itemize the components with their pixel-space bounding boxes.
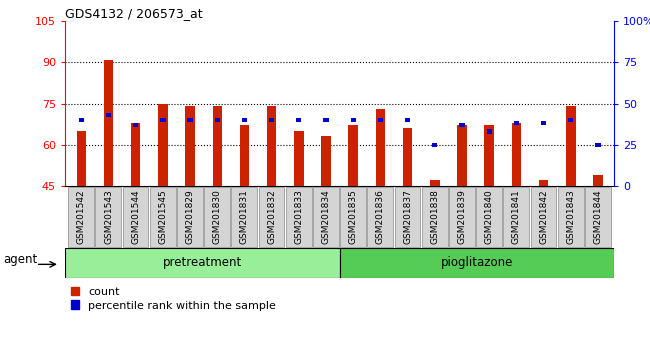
FancyBboxPatch shape <box>340 187 366 247</box>
Bar <box>77 131 86 186</box>
FancyBboxPatch shape <box>96 187 122 247</box>
Bar <box>432 143 437 147</box>
Bar <box>324 118 329 122</box>
FancyBboxPatch shape <box>503 187 529 247</box>
Bar <box>294 131 304 186</box>
Bar <box>269 118 274 122</box>
Text: GSM201839: GSM201839 <box>458 189 467 244</box>
Legend: count, percentile rank within the sample: count, percentile rank within the sample <box>71 287 276 310</box>
FancyBboxPatch shape <box>476 187 502 247</box>
FancyBboxPatch shape <box>286 187 311 247</box>
FancyBboxPatch shape <box>68 187 94 247</box>
Bar <box>595 143 601 147</box>
FancyBboxPatch shape <box>177 187 203 247</box>
Bar <box>484 126 494 186</box>
Text: GSM201829: GSM201829 <box>186 189 194 244</box>
Bar <box>514 121 519 125</box>
Text: GSM201836: GSM201836 <box>376 189 385 244</box>
FancyBboxPatch shape <box>65 248 339 278</box>
Bar <box>512 123 521 186</box>
Text: GSM201840: GSM201840 <box>485 189 493 244</box>
Bar <box>460 123 465 127</box>
Bar <box>593 175 603 186</box>
Text: GSM201833: GSM201833 <box>294 189 304 244</box>
FancyBboxPatch shape <box>339 248 614 278</box>
Bar <box>405 118 410 122</box>
Text: GDS4132 / 206573_at: GDS4132 / 206573_at <box>65 7 203 20</box>
FancyBboxPatch shape <box>150 187 176 247</box>
FancyBboxPatch shape <box>395 187 421 247</box>
Text: GSM201841: GSM201841 <box>512 189 521 244</box>
Bar <box>539 181 549 186</box>
Bar <box>214 118 220 122</box>
Bar <box>350 118 356 122</box>
FancyBboxPatch shape <box>530 187 556 247</box>
Bar <box>240 126 249 186</box>
Bar <box>403 128 412 186</box>
Bar <box>79 118 84 122</box>
Bar <box>541 121 546 125</box>
Text: GSM201832: GSM201832 <box>267 189 276 244</box>
Bar <box>213 106 222 186</box>
FancyBboxPatch shape <box>558 187 584 247</box>
Bar <box>158 104 168 186</box>
Bar <box>106 113 111 117</box>
Bar <box>242 118 247 122</box>
Text: GSM201543: GSM201543 <box>104 189 113 244</box>
Text: GSM201844: GSM201844 <box>593 189 603 244</box>
Bar <box>267 106 276 186</box>
FancyBboxPatch shape <box>422 187 448 247</box>
Bar <box>131 123 140 186</box>
Bar <box>566 106 575 186</box>
Bar <box>161 118 166 122</box>
Bar <box>457 126 467 186</box>
Text: agent: agent <box>3 253 38 266</box>
Text: GSM201542: GSM201542 <box>77 189 86 244</box>
Bar <box>104 59 113 186</box>
FancyBboxPatch shape <box>367 187 393 247</box>
Text: GSM201834: GSM201834 <box>322 189 331 244</box>
FancyBboxPatch shape <box>259 187 285 247</box>
Bar <box>568 118 573 122</box>
Bar <box>321 136 331 186</box>
Text: pioglitazone: pioglitazone <box>441 256 513 269</box>
Text: pretreatment: pretreatment <box>162 256 242 269</box>
FancyBboxPatch shape <box>449 187 474 247</box>
FancyBboxPatch shape <box>231 187 257 247</box>
Text: GSM201842: GSM201842 <box>539 189 548 244</box>
Bar <box>187 118 192 122</box>
FancyBboxPatch shape <box>123 187 148 247</box>
Text: GSM201843: GSM201843 <box>566 189 575 244</box>
Bar <box>133 123 138 127</box>
Text: GSM201830: GSM201830 <box>213 189 222 244</box>
Text: GSM201545: GSM201545 <box>159 189 168 244</box>
Bar <box>430 181 439 186</box>
Bar <box>487 130 492 133</box>
Bar <box>296 118 302 122</box>
Text: GSM201544: GSM201544 <box>131 189 140 244</box>
FancyBboxPatch shape <box>313 187 339 247</box>
FancyBboxPatch shape <box>204 187 230 247</box>
Bar <box>376 109 385 186</box>
Text: GSM201835: GSM201835 <box>348 189 358 244</box>
Bar <box>348 126 358 186</box>
Text: GSM201838: GSM201838 <box>430 189 439 244</box>
FancyBboxPatch shape <box>585 187 611 247</box>
Bar <box>185 106 195 186</box>
Text: GSM201831: GSM201831 <box>240 189 249 244</box>
Text: GSM201837: GSM201837 <box>403 189 412 244</box>
Bar <box>378 118 383 122</box>
